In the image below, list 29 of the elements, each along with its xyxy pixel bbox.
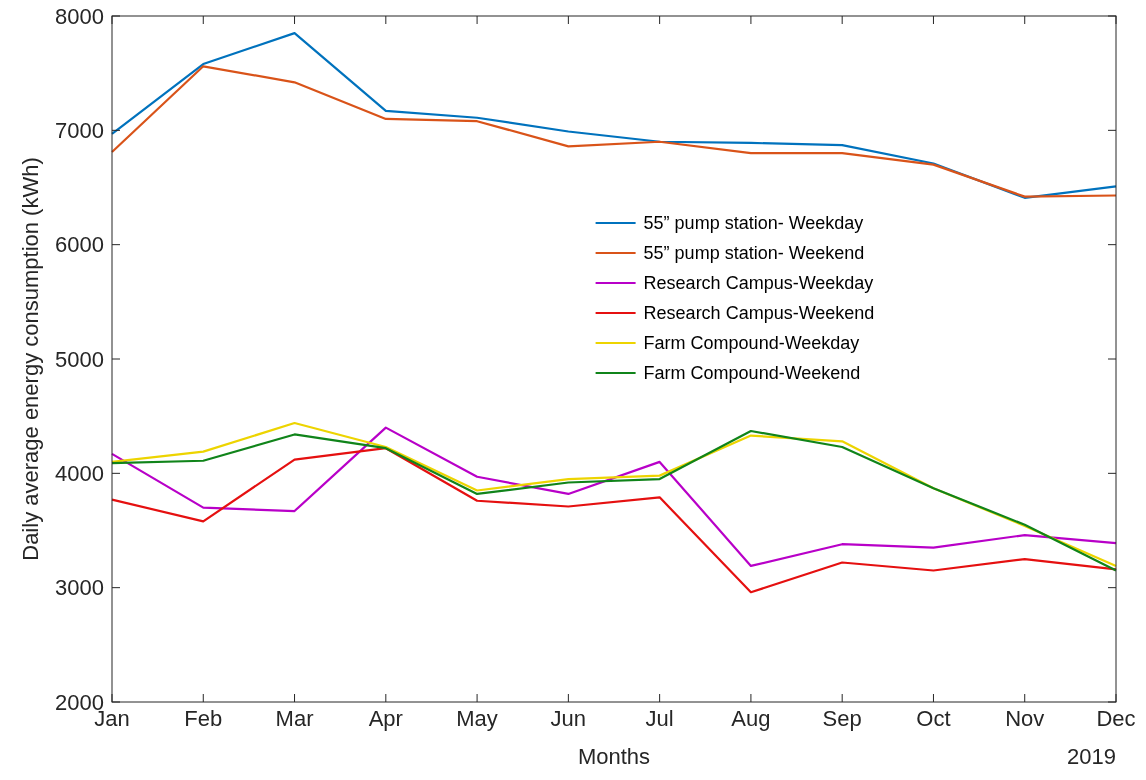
y-axis-title: Daily average energy consumption (kWh)	[18, 157, 43, 561]
legend-label: Farm Compound-Weekday	[643, 333, 860, 354]
line-series	[110, 32, 1118, 199]
y-tick-label: 5000	[55, 346, 104, 372]
y-tick-label: 4000	[55, 461, 104, 487]
x-tick-label: Dec	[1096, 706, 1136, 731]
legend-label: Research Campus-Weekday	[643, 273, 874, 294]
x-tick-label: Feb	[184, 706, 223, 731]
x-tick-label: Aug	[731, 706, 771, 731]
legend-label: Research Campus-Weekend	[643, 303, 875, 324]
x-tick-label: Nov	[1005, 706, 1045, 731]
x-axis-title: Months	[577, 744, 651, 769]
y-tick-label: 6000	[55, 232, 104, 258]
legend-label: 55” pump station- Weekend	[643, 243, 865, 264]
x-tick-label: Jul	[645, 706, 674, 731]
legend-label: 55” pump station- Weekday	[643, 213, 864, 234]
x-tick-label: May	[456, 706, 498, 731]
x-tick-label: Mar	[275, 706, 314, 731]
x-tick-label: Apr	[368, 706, 403, 731]
x-tick-label: Jun	[550, 706, 587, 731]
legend-label: Farm Compound-Weekend	[643, 363, 861, 384]
line-series	[110, 447, 1118, 594]
line-series	[110, 65, 1118, 198]
x-tick-label: Sep	[822, 706, 862, 731]
x-tick-label: Oct	[916, 706, 951, 731]
y-tick-label: 7000	[55, 118, 104, 144]
text: 2019	[1067, 744, 1116, 769]
y-tick-label: 3000	[55, 575, 104, 601]
y-tick-label: 8000	[55, 3, 104, 29]
